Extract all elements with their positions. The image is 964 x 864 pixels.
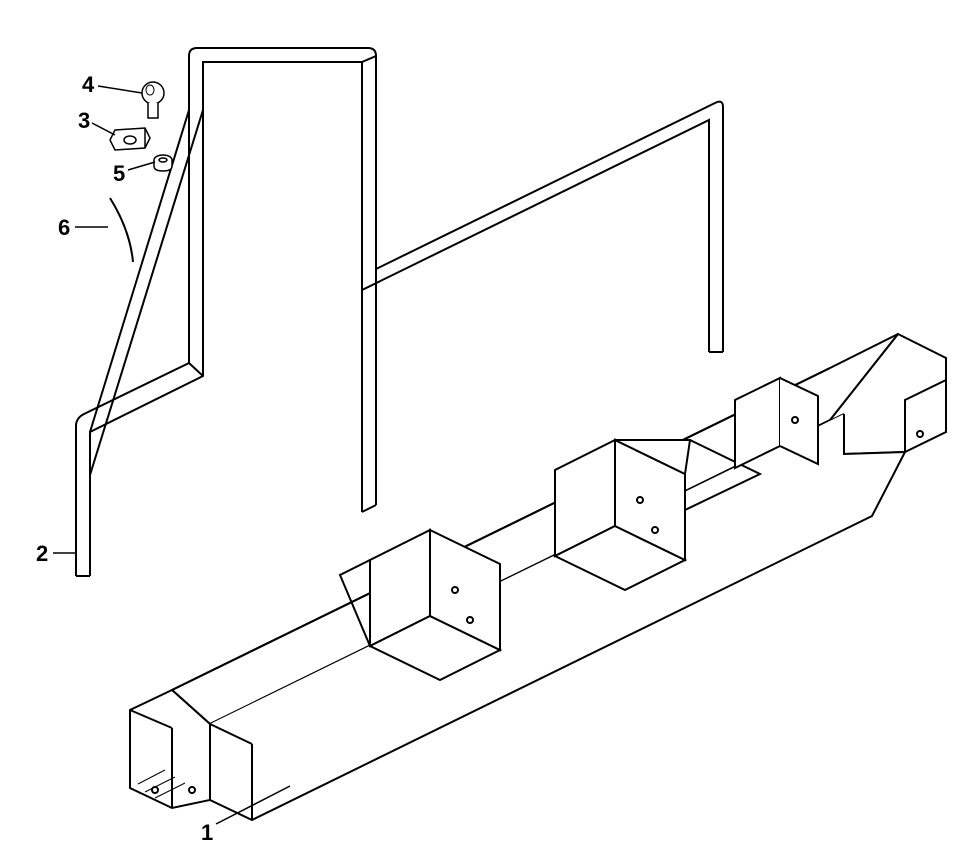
callout-5: 5 bbox=[113, 161, 125, 187]
callout-4: 4 bbox=[82, 72, 94, 98]
diagram-svg bbox=[0, 0, 964, 864]
callout-1: 1 bbox=[201, 820, 213, 846]
callout-6: 6 bbox=[58, 215, 70, 241]
technical-diagram: 1 2 3 4 5 6 bbox=[0, 0, 964, 864]
bumper-frame bbox=[130, 334, 946, 820]
callout-2: 2 bbox=[36, 541, 48, 567]
wire-tube bbox=[110, 198, 133, 262]
hardware-cluster bbox=[110, 82, 172, 171]
callout-3: 3 bbox=[78, 108, 90, 134]
